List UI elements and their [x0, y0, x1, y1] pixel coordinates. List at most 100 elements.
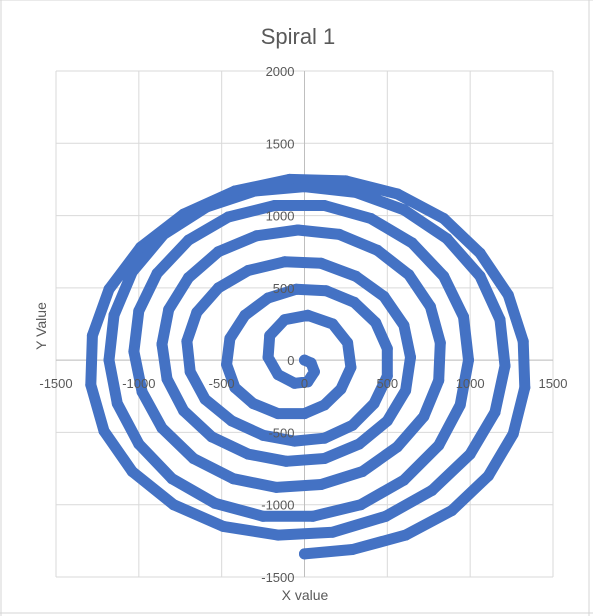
- data-point[interactable]: [489, 406, 501, 418]
- data-point[interactable]: [355, 499, 367, 511]
- data-point[interactable]: [474, 270, 486, 282]
- data-point[interactable]: [178, 208, 190, 220]
- data-point[interactable]: [279, 314, 291, 326]
- data-point[interactable]: [405, 351, 416, 363]
- data-point[interactable]: [280, 455, 292, 467]
- data-point[interactable]: [299, 408, 310, 420]
- data-point[interactable]: [279, 256, 291, 268]
- data-point[interactable]: [463, 354, 474, 366]
- data-point[interactable]: [318, 432, 330, 444]
- data-point[interactable]: [433, 374, 445, 386]
- data-point[interactable]: [181, 335, 193, 347]
- data-point[interactable]: [381, 343, 393, 355]
- data-point[interactable]: [502, 289, 514, 301]
- data-point[interactable]: [163, 304, 175, 315]
- data-point[interactable]: [335, 383, 347, 395]
- data-point[interactable]: [381, 370, 393, 382]
- data-point[interactable]: [270, 481, 282, 493]
- data-point[interactable]: [519, 382, 531, 394]
- data-point[interactable]: [108, 309, 120, 321]
- data-point[interactable]: [227, 473, 239, 485]
- data-point[interactable]: [517, 335, 529, 347]
- data-point[interactable]: [370, 317, 382, 329]
- data-point[interactable]: [507, 428, 519, 440]
- data-point[interactable]: [299, 548, 310, 560]
- data-point[interactable]: [151, 267, 163, 279]
- data-point[interactable]: [183, 234, 194, 246]
- data-point[interactable]: [103, 354, 115, 366]
- data-point[interactable]: [292, 224, 304, 236]
- data-point[interactable]: [98, 425, 110, 437]
- data-point[interactable]: [209, 497, 221, 509]
- data-point[interactable]: [327, 318, 339, 330]
- data-point[interactable]: [391, 188, 403, 200]
- data-point[interactable]: [201, 201, 213, 213]
- data-point[interactable]: [188, 453, 199, 464]
- data-point[interactable]: [242, 265, 254, 276]
- data-point[interactable]: [458, 311, 469, 323]
- data-point[interactable]: [156, 338, 168, 350]
- data-point[interactable]: [318, 399, 330, 411]
- data-point[interactable]: [302, 309, 314, 321]
- data-point[interactable]: [257, 510, 269, 522]
- data-point[interactable]: [342, 337, 354, 349]
- data-point[interactable]: [381, 415, 393, 427]
- data-point[interactable]: [178, 405, 190, 417]
- series-spiral[interactable]: [85, 173, 531, 560]
- data-point[interactable]: [199, 393, 211, 405]
- data-point[interactable]: [474, 247, 486, 259]
- data-point[interactable]: [464, 448, 476, 460]
- data-point[interactable]: [400, 385, 412, 396]
- data-point[interactable]: [350, 186, 362, 198]
- data-point[interactable]: [161, 373, 173, 385]
- data-point[interactable]: [158, 228, 170, 240]
- data-point[interactable]: [365, 213, 377, 224]
- data-point[interactable]: [406, 237, 418, 249]
- data-point[interactable]: [433, 439, 445, 451]
- data-point[interactable]: [398, 474, 410, 486]
- data-point[interactable]: [418, 411, 430, 422]
- data-point[interactable]: [380, 510, 392, 522]
- data-point[interactable]: [191, 306, 203, 318]
- series-line[interactable]: [85, 173, 531, 560]
- data-point[interactable]: [289, 377, 301, 389]
- data-point[interactable]: [85, 379, 97, 391]
- data-point[interactable]: [308, 366, 320, 378]
- data-point[interactable]: [350, 270, 362, 282]
- data-point[interactable]: [482, 470, 494, 482]
- data-point[interactable]: [400, 529, 412, 541]
- data-point[interactable]: [299, 181, 310, 193]
- data-point[interactable]: [290, 283, 302, 295]
- data-point[interactable]: [307, 510, 319, 522]
- data-point[interactable]: [438, 270, 450, 282]
- data-point[interactable]: [371, 244, 383, 256]
- data-point[interactable]: [348, 296, 360, 308]
- data-point[interactable]: [499, 360, 511, 372]
- data-point[interactable]: [272, 369, 284, 381]
- data-point[interactable]: [229, 382, 241, 394]
- data-point[interactable]: [249, 185, 261, 197]
- data-point[interactable]: [247, 398, 259, 409]
- data-point[interactable]: [166, 473, 178, 485]
- data-point[interactable]: [347, 544, 358, 555]
- data-point[interactable]: [111, 398, 123, 409]
- data-point[interactable]: [272, 408, 284, 420]
- data-point[interactable]: [86, 330, 98, 342]
- data-point[interactable]: [272, 529, 284, 541]
- data-point[interactable]: [128, 346, 140, 357]
- data-point[interactable]: [353, 438, 365, 450]
- data-point[interactable]: [212, 282, 224, 294]
- data-point[interactable]: [345, 361, 357, 373]
- data-point[interactable]: [242, 448, 254, 460]
- data-point[interactable]: [368, 398, 380, 409]
- data-point[interactable]: [494, 314, 506, 326]
- data-point[interactable]: [403, 269, 415, 281]
- data-point[interactable]: [424, 301, 436, 313]
- data-point[interactable]: [378, 291, 390, 302]
- data-point[interactable]: [391, 441, 403, 453]
- data-point[interactable]: [135, 241, 146, 253]
- data-point[interactable]: [262, 351, 274, 363]
- data-point[interactable]: [398, 204, 410, 216]
- data-point[interactable]: [426, 484, 438, 496]
- data-point[interactable]: [305, 357, 317, 369]
